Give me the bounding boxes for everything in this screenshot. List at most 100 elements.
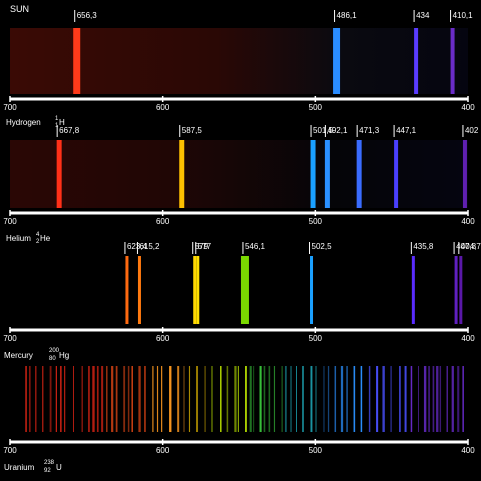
line-wavelength-label: 486,1 xyxy=(337,11,358,20)
uranium-line xyxy=(404,366,407,432)
uranium-line xyxy=(399,366,401,432)
mercury-isotope: 200 80 Hg xyxy=(49,348,69,362)
axis-tick-label: 600 xyxy=(156,217,170,226)
sun-label: SUN xyxy=(10,4,29,14)
emission-line xyxy=(459,256,463,324)
line-wavelength-label: 410,1 xyxy=(453,11,474,20)
uranium-line xyxy=(127,366,130,432)
emission-line xyxy=(193,256,197,324)
uranium-line xyxy=(439,366,442,432)
uranium-isotope: 238 92 U xyxy=(44,460,62,474)
uranium-line xyxy=(446,366,448,432)
uranium-line xyxy=(323,366,325,432)
uranium-line xyxy=(281,366,283,432)
uranium-line xyxy=(376,366,379,432)
line-wavelength-label: 407,8 xyxy=(456,242,477,251)
uranium-line xyxy=(92,366,95,432)
line-wavelength-label: 434 xyxy=(416,11,430,20)
uranium-line xyxy=(152,366,154,432)
line-wavelength-label: 435,8 xyxy=(413,242,434,251)
svg-text:80: 80 xyxy=(49,356,56,362)
emission-line xyxy=(179,140,185,208)
sun-continuum xyxy=(10,28,468,94)
uranium-line xyxy=(204,366,206,432)
uranium-line xyxy=(436,366,439,432)
emission-line xyxy=(73,28,81,94)
uranium-line xyxy=(249,366,252,432)
uranium-line xyxy=(196,366,199,432)
uranium-line xyxy=(220,366,222,432)
uranium-line xyxy=(382,366,385,432)
uranium-line xyxy=(72,366,74,432)
uranium-line xyxy=(273,366,276,432)
line-wavelength-label: 587,5 xyxy=(182,126,203,135)
uranium-line xyxy=(327,366,330,432)
uranium-line xyxy=(35,366,37,432)
helium-label: Helium xyxy=(6,234,31,243)
axis-tick-label: 500 xyxy=(309,217,323,226)
emission-line xyxy=(450,28,455,94)
svg-text:Hg: Hg xyxy=(59,351,69,360)
line-wavelength-label: 501,5 xyxy=(313,126,334,135)
axis-tick-label: 400 xyxy=(461,217,475,226)
axis-tick-label: 400 xyxy=(461,103,475,112)
uranium-label: Uranium xyxy=(4,463,35,472)
line-wavelength-label: 471,3 xyxy=(359,126,380,135)
uranium-line xyxy=(106,366,108,432)
emission-line xyxy=(137,256,141,324)
emission-line xyxy=(240,256,249,324)
axis-tick-label: 400 xyxy=(461,446,475,455)
svg-text:1: 1 xyxy=(55,116,59,122)
uranium-line xyxy=(101,366,104,432)
axis-tick-label: 700 xyxy=(3,446,17,455)
emission-line xyxy=(411,256,415,324)
uranium-line xyxy=(245,366,247,432)
svg-text:200: 200 xyxy=(49,348,60,354)
emission-line xyxy=(324,140,330,208)
uranium-line xyxy=(410,366,413,432)
emission-line xyxy=(125,256,129,324)
helium-isotope: 4 2 He xyxy=(36,232,51,245)
axis-tick-label: 600 xyxy=(156,334,170,343)
uranium-line xyxy=(334,366,337,432)
line-wavelength-label: 402 xyxy=(465,126,479,135)
axis-tick-label: 500 xyxy=(309,334,323,343)
hydrogen-continuum xyxy=(10,140,468,208)
uranium-line xyxy=(457,366,460,432)
axis-tick-label: 400 xyxy=(461,334,475,343)
uranium-line xyxy=(234,366,237,432)
svg-text:92: 92 xyxy=(44,468,51,474)
svg-text:238: 238 xyxy=(44,460,55,466)
line-wavelength-label: 579 xyxy=(195,242,209,251)
axis-tick-label: 700 xyxy=(3,217,17,226)
uranium-line xyxy=(432,366,435,432)
emission-line xyxy=(56,140,62,208)
uranium-line xyxy=(87,366,90,432)
svg-text:4: 4 xyxy=(36,232,40,238)
uranium-line xyxy=(423,366,427,432)
uranium-line xyxy=(418,366,419,432)
uranium-line xyxy=(96,366,99,432)
uranium-line xyxy=(226,366,229,432)
uranium-line xyxy=(263,366,266,432)
uranium-line xyxy=(360,366,363,432)
emission-line xyxy=(394,140,399,208)
uranium-line xyxy=(284,366,287,432)
axis-tick-label: 500 xyxy=(309,446,323,455)
uranium-line xyxy=(340,366,344,432)
uranium-line xyxy=(315,366,317,432)
uranium-line xyxy=(55,366,57,432)
uranium-line xyxy=(131,366,133,432)
uranium-line xyxy=(123,366,126,432)
emission-line xyxy=(414,28,419,94)
uranium-line xyxy=(296,366,297,432)
emission-line xyxy=(196,256,200,324)
uranium-line xyxy=(259,366,262,432)
uranium-line xyxy=(253,366,255,432)
uranium-line xyxy=(64,366,66,432)
svg-text:U: U xyxy=(56,463,62,472)
emission-line xyxy=(310,140,316,208)
uranium-line xyxy=(161,366,163,432)
